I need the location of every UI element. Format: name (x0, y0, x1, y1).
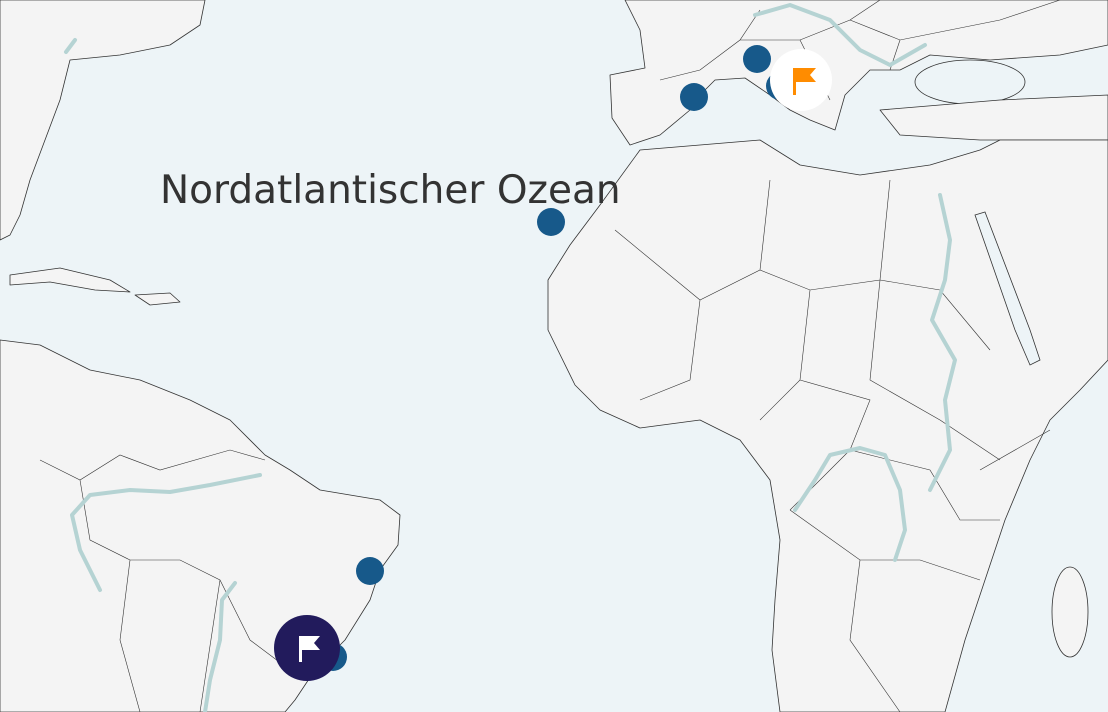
niger-river (64, 38, 77, 54)
ocean-label: Nordatlantischer Ozean (160, 168, 621, 213)
black-sea (914, 59, 1026, 105)
hispaniola (134, 292, 181, 306)
marker-2[interactable] (680, 83, 708, 111)
africa (547, 139, 1108, 712)
madagascar (1051, 566, 1089, 658)
flag-marker-navy[interactable] (274, 615, 340, 681)
congo-river (793, 446, 907, 562)
south-america-borders (39, 449, 291, 712)
amazon-river (70, 473, 262, 592)
flag-icon (793, 68, 816, 95)
rivers-layer (64, 3, 957, 712)
red-sea (974, 211, 1041, 366)
north-america (0, 0, 206, 241)
danube-river (753, 3, 927, 67)
flag-icon (299, 636, 320, 662)
parana-river (203, 581, 237, 712)
marker-3[interactable] (743, 45, 771, 73)
markers-layer (274, 45, 832, 681)
marker-4[interactable] (537, 208, 565, 236)
flag-marker-orange[interactable] (770, 49, 832, 111)
nile-river (928, 193, 957, 492)
cuba (9, 267, 131, 293)
anatolia (879, 94, 1108, 141)
marker-5[interactable] (356, 557, 384, 585)
